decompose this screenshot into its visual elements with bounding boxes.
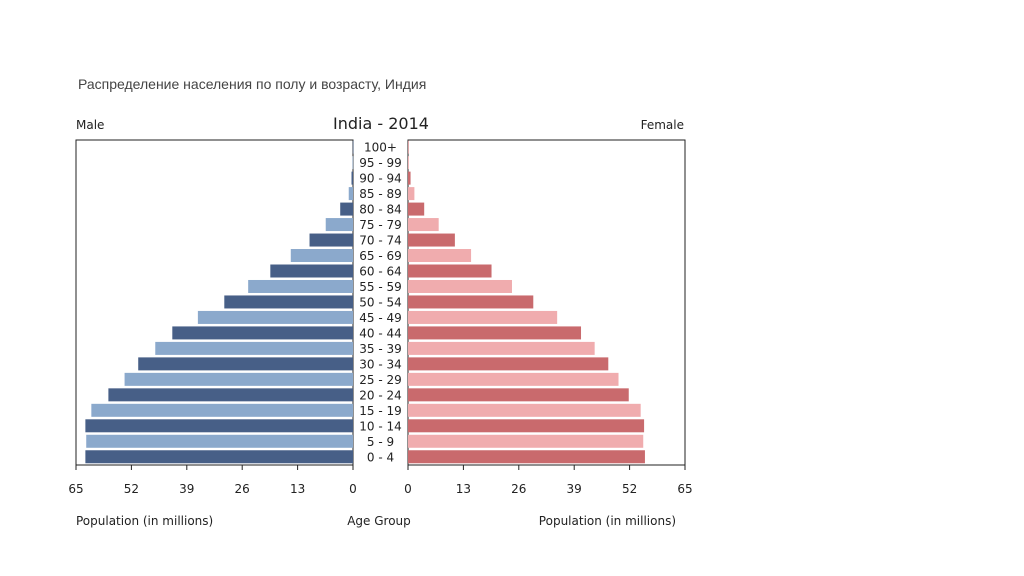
female-bar (408, 419, 645, 433)
female-bar (408, 310, 558, 324)
age-group-tick: 65 - 69 (359, 249, 402, 263)
chart-title: India - 2014 (333, 114, 429, 133)
male-x-tick-label: 0 (349, 482, 357, 496)
age-group-tick: 5 - 9 (367, 435, 394, 449)
age-group-tick: 95 - 99 (359, 156, 402, 170)
female-bar (408, 264, 492, 278)
female-bar (408, 249, 472, 263)
female-bar (408, 326, 582, 340)
female-bar (408, 450, 645, 464)
male-bar (224, 295, 353, 309)
age-group-tick: 20 - 24 (359, 388, 402, 402)
female-x-tick-label: 26 (511, 482, 526, 496)
age-group-tick: 70 - 74 (359, 234, 402, 248)
age-group-tick: 45 - 49 (359, 311, 402, 325)
female-bar (408, 218, 439, 232)
male-x-tick-label: 65 (68, 482, 83, 496)
male-bar (325, 218, 353, 232)
age-group-tick: 50 - 54 (359, 295, 402, 309)
male-bar (248, 279, 353, 293)
age-group-tick: 15 - 19 (359, 404, 402, 418)
age-group-tick: 75 - 79 (359, 218, 402, 232)
male-x-tick-label: 26 (235, 482, 250, 496)
female-bar (408, 187, 415, 201)
male-bar (352, 140, 354, 154)
female-bar (408, 388, 629, 402)
female-bar (408, 233, 455, 247)
female-bar (408, 434, 644, 448)
female-bar (408, 357, 609, 371)
male-bar (172, 326, 353, 340)
male-bar (340, 202, 353, 216)
female-x-tick-label: 0 (404, 482, 412, 496)
age-group-tick: 30 - 34 (359, 357, 402, 371)
age-group-tick: 90 - 94 (359, 172, 402, 186)
male-bar (309, 233, 353, 247)
female-bar (408, 140, 409, 154)
female-bar (408, 202, 425, 216)
male-bar (86, 434, 353, 448)
age-group-tick: 25 - 29 (359, 373, 402, 387)
age-group-tick: 60 - 64 (359, 265, 402, 279)
female-bar (408, 156, 409, 170)
age-group-tick: 35 - 39 (359, 342, 402, 356)
female-x-tick-label: 52 (622, 482, 637, 496)
female-axis-label: Population (in millions) (539, 514, 676, 528)
age-group-label: Age Group (347, 514, 411, 528)
female-x-tick-label: 39 (567, 482, 582, 496)
female-bar (408, 372, 619, 386)
male-bar (197, 310, 353, 324)
male-bar (108, 388, 353, 402)
male-bar (352, 156, 354, 170)
female-x-tick-label: 13 (456, 482, 471, 496)
female-bar (408, 341, 595, 355)
age-group-tick: 10 - 14 (359, 419, 402, 433)
male-bar (348, 187, 353, 201)
female-bar (408, 295, 534, 309)
age-group-tick: 80 - 84 (359, 203, 402, 217)
male-bar (351, 171, 353, 185)
age-group-tick: 40 - 44 (359, 326, 402, 340)
male-x-tick-label: 39 (179, 482, 194, 496)
male-bar (85, 450, 354, 464)
slide-subtitle: Распределение населения по полу и возрас… (78, 76, 427, 92)
male-x-tick-label: 52 (124, 482, 139, 496)
male-bar (155, 341, 353, 355)
male-bar (270, 264, 353, 278)
male-bar (91, 403, 353, 417)
female-x-tick-label: 65 (677, 482, 692, 496)
male-x-tick-label: 13 (290, 482, 305, 496)
age-group-tick: 100+ (364, 141, 397, 155)
male-bar (85, 419, 354, 433)
male-axis-label: Population (in millions) (76, 514, 213, 528)
age-group-tick: 0 - 4 (367, 450, 394, 464)
male-bar (124, 372, 353, 386)
age-group-tick: 85 - 89 (359, 187, 402, 201)
male-bar (138, 357, 353, 371)
age-group-tick: 55 - 59 (359, 280, 402, 294)
female-bar (408, 279, 512, 293)
female-label: Female (641, 118, 684, 132)
male-bar (290, 249, 353, 263)
male-label: Male (76, 118, 104, 132)
female-bar (408, 171, 411, 185)
female-bar (408, 403, 641, 417)
